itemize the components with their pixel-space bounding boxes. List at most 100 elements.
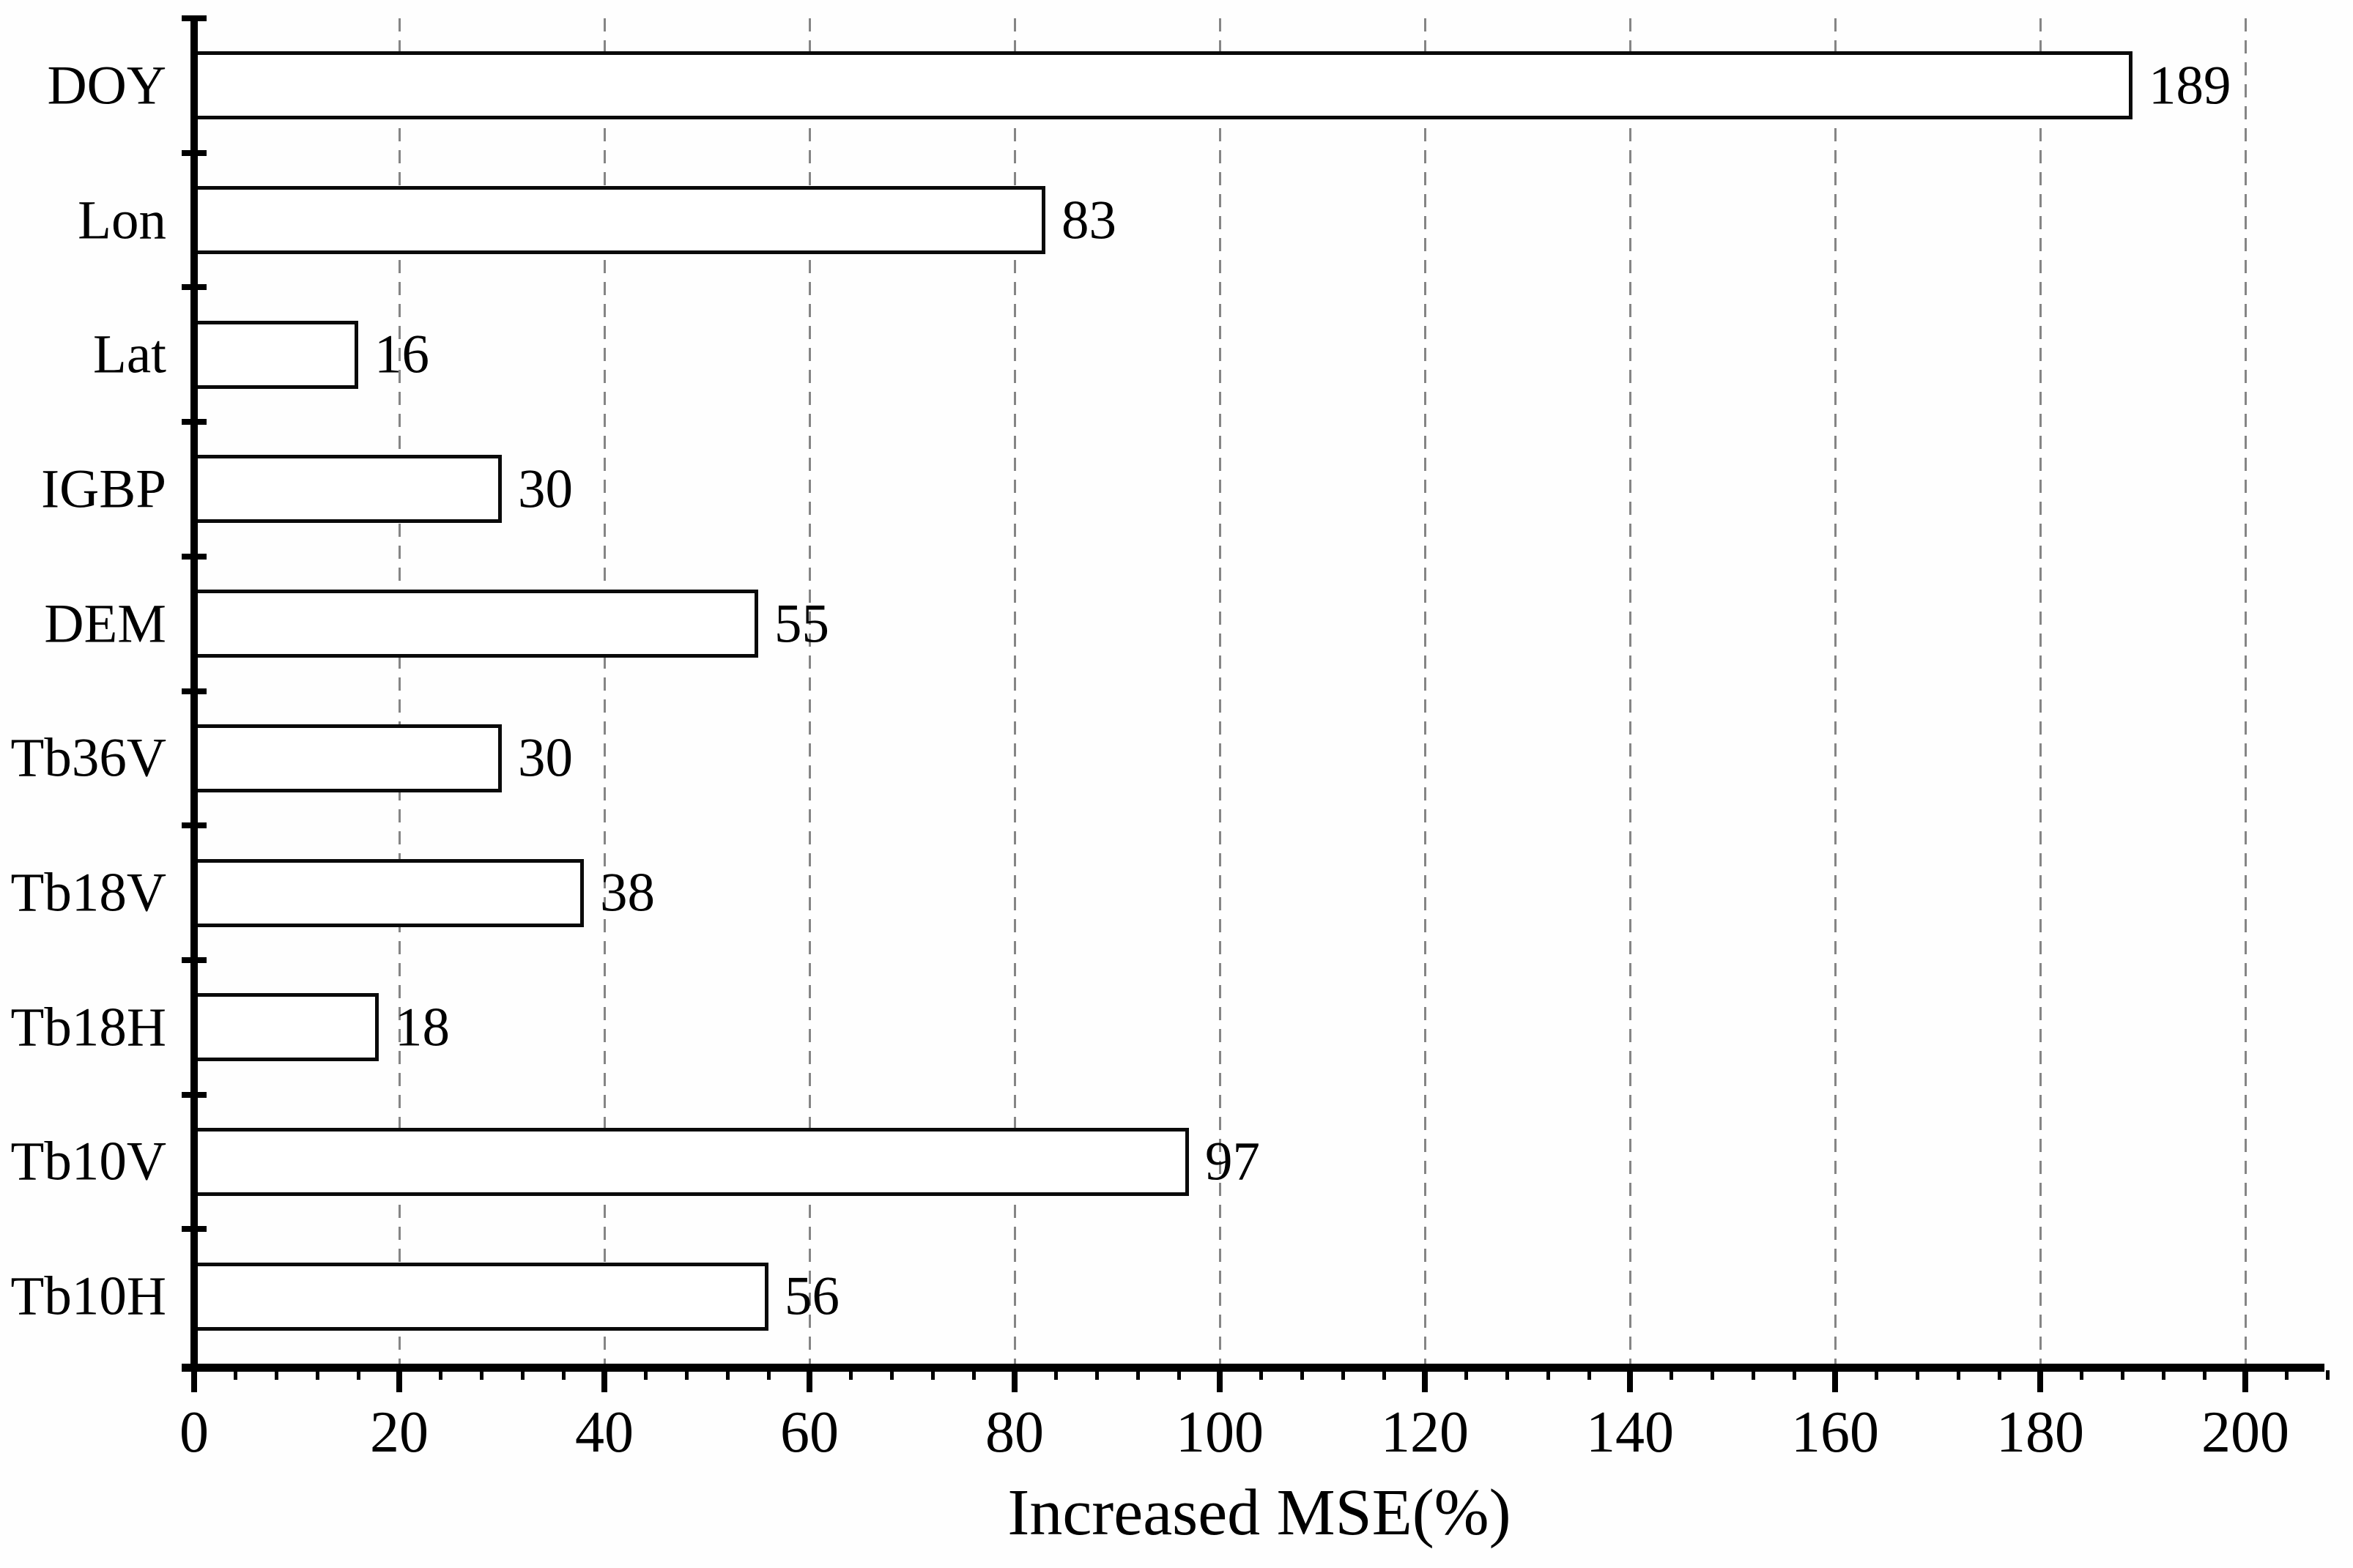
x-axis-minor-tick-168 — [1915, 1370, 1919, 1380]
x-axis-minor-tick-52 — [725, 1370, 730, 1380]
category-label-Lon: Lon — [78, 190, 166, 251]
x-axis-minor-tick-16 — [356, 1370, 360, 1380]
value-label-DOY: 189 — [2149, 55, 2231, 116]
category-label-Tb18H: Tb18H — [10, 997, 166, 1058]
x-axis-minor-tick-12 — [315, 1370, 319, 1380]
y-axis-tick-1 — [182, 149, 207, 156]
gridline-x-160 — [1834, 18, 1837, 1364]
gridline-x-200 — [2244, 18, 2247, 1364]
y-axis-tick-2 — [182, 284, 207, 291]
x-axis-tick-label-20: 20 — [370, 1400, 429, 1465]
x-axis-tick-label-40: 40 — [575, 1400, 634, 1465]
value-label-Tb36V: 30 — [518, 727, 573, 789]
bar-Tb10H — [194, 1262, 768, 1331]
x-axis-major-tick-160 — [1832, 1370, 1838, 1392]
x-axis-minor-tick-28 — [479, 1370, 483, 1380]
x-axis-minor-tick-104 — [1259, 1370, 1263, 1380]
gridline-x-180 — [2039, 18, 2042, 1364]
category-label-DOY: DOY — [47, 55, 167, 116]
x-axis-tick-label-120: 120 — [1381, 1400, 1469, 1465]
value-label-Tb18H: 18 — [395, 997, 450, 1058]
x-axis-tick-label-180: 180 — [1996, 1400, 2084, 1465]
value-label-DEM: 55 — [774, 593, 829, 655]
x-axis-minor-tick-56 — [766, 1370, 771, 1380]
x-axis-minor-tick-8 — [274, 1370, 278, 1380]
x-axis-minor-tick-152 — [1751, 1370, 1755, 1380]
x-axis-minor-tick-136 — [1587, 1370, 1591, 1380]
bar-Lat — [194, 320, 358, 389]
x-axis-minor-tick-96 — [1176, 1370, 1181, 1380]
category-label-Tb18V: Tb18V — [10, 862, 166, 924]
x-axis-minor-tick-128 — [1505, 1370, 1509, 1380]
category-label-DEM: DEM — [44, 593, 166, 655]
bar-DEM — [194, 590, 758, 658]
x-axis-minor-tick-188 — [2120, 1370, 2124, 1380]
y-axis-tick-5 — [182, 688, 207, 694]
x-axis-minor-tick-184 — [2079, 1370, 2083, 1380]
gridline-x-60 — [808, 18, 811, 1364]
category-label-Tb36V: Tb36V — [10, 727, 166, 789]
x-axis-minor-tick-164 — [1874, 1370, 1878, 1380]
value-label-IGBP: 30 — [518, 458, 573, 520]
value-label-Tb10H: 56 — [785, 1266, 840, 1327]
category-label-Tb10H: Tb10H — [10, 1266, 166, 1327]
x-axis-minor-tick-64 — [848, 1370, 853, 1380]
x-axis-tick-label-200: 200 — [2201, 1400, 2289, 1465]
value-label-Lon: 83 — [1061, 190, 1116, 251]
x-axis-minor-tick-92 — [1135, 1370, 1140, 1380]
x-axis-minor-tick-36 — [561, 1370, 566, 1380]
x-axis-minor-tick-204 — [2284, 1370, 2289, 1380]
x-axis-minor-tick-196 — [2202, 1370, 2206, 1380]
x-axis-minor-tick-132 — [1546, 1370, 1550, 1380]
x-axis-minor-tick-44 — [643, 1370, 648, 1380]
gridline-x-100 — [1218, 18, 1221, 1364]
x-axis-minor-tick-116 — [1382, 1370, 1386, 1380]
x-axis-minor-tick-176 — [1997, 1370, 2001, 1380]
x-axis-tick-label-60: 60 — [780, 1400, 839, 1465]
x-axis-major-tick-0 — [191, 1370, 197, 1392]
gridline-x-120 — [1423, 18, 1426, 1364]
x-axis-minor-tick-112 — [1341, 1370, 1345, 1380]
x-axis-minor-tick-156 — [1792, 1370, 1796, 1380]
x-axis-minor-tick-48 — [684, 1370, 689, 1380]
value-label-Lat: 16 — [374, 324, 429, 385]
bar-Lon — [194, 186, 1045, 255]
x-axis-minor-tick-84 — [1053, 1370, 1058, 1380]
gridline-x-40 — [603, 18, 606, 1364]
x-axis-minor-tick-172 — [1956, 1370, 1960, 1380]
value-label-Tb18V: 38 — [600, 862, 655, 924]
x-axis-minor-tick-192 — [2161, 1370, 2165, 1380]
category-label-Tb10V: Tb10V — [10, 1131, 166, 1192]
x-axis-major-tick-20 — [396, 1370, 402, 1392]
x-axis-minor-tick-88 — [1094, 1370, 1099, 1380]
y-axis-tick-6 — [182, 822, 207, 829]
y-axis-tick-9 — [182, 1226, 207, 1233]
x-axis-minor-tick-24 — [438, 1370, 442, 1380]
y-axis-line — [190, 18, 198, 1372]
x-axis-minor-tick-32 — [520, 1370, 525, 1380]
value-label-Tb10V: 97 — [1205, 1131, 1260, 1192]
x-axis-tick-label-160: 160 — [1791, 1400, 1879, 1465]
y-axis-tick-0 — [182, 15, 207, 21]
x-axis-tick-label-100: 100 — [1176, 1400, 1264, 1465]
x-axis-major-tick-140 — [1627, 1370, 1633, 1392]
x-axis-major-tick-200 — [2242, 1370, 2248, 1392]
x-axis-major-tick-100 — [1217, 1370, 1223, 1392]
bar-DOY — [194, 51, 2132, 120]
x-axis-major-tick-40 — [601, 1370, 607, 1392]
gridline-x-20 — [398, 18, 401, 1364]
x-axis-major-tick-120 — [1422, 1370, 1428, 1392]
bar-Tb36V — [194, 724, 502, 792]
x-axis-minor-tick-144 — [1669, 1370, 1673, 1380]
category-label-IGBP: IGBP — [41, 458, 166, 520]
x-axis-minor-tick-148 — [1710, 1370, 1714, 1380]
bar-Tb18H — [194, 993, 379, 1062]
category-label-Lat: Lat — [93, 324, 166, 385]
bar-IGBP — [194, 455, 502, 524]
gridline-x-80 — [1013, 18, 1016, 1364]
x-axis-minor-tick-208 — [2325, 1370, 2330, 1380]
x-axis-minor-tick-108 — [1300, 1370, 1304, 1380]
x-axis-minor-tick-76 — [971, 1370, 976, 1380]
y-axis-tick-4 — [182, 553, 207, 560]
